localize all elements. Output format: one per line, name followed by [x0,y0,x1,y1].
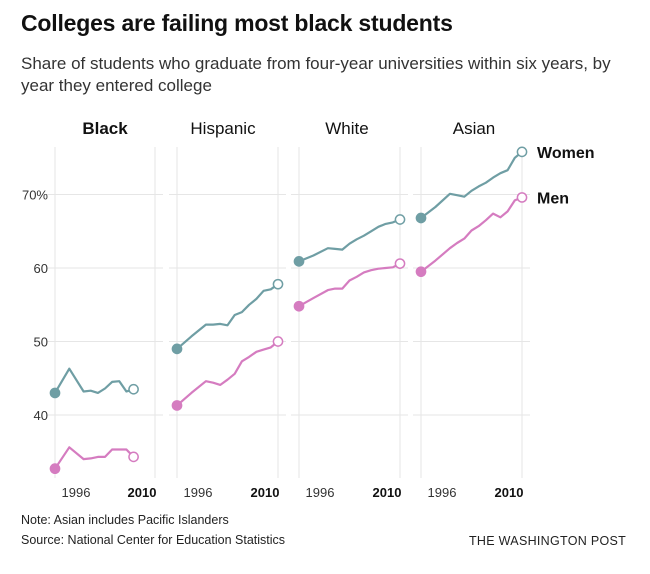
start-point-women [171,343,183,355]
chart-title: Colleges are failing most black students [21,10,453,36]
end-point-men [394,258,406,269]
panel-title-asian: Asian [453,119,496,138]
x-tick-label: 2010 [251,485,280,500]
series-line-white-women [297,218,402,263]
series-line-hispanic-men [175,340,280,407]
end-point-men [128,451,139,463]
legend-label-women: Women [537,145,594,162]
series-line-asian-women [419,150,524,220]
y-tick-label: 70% [22,188,48,203]
gridlines [47,147,530,478]
panel-title-white: White [325,119,368,138]
x-tick-label: 2010 [373,485,402,500]
start-point-women [49,387,61,399]
series-line-asian-men [419,196,524,273]
x-tick-label: 2010 [495,485,524,500]
x-tick-label: 2010 [128,485,157,500]
start-point-men [49,463,61,475]
y-tick-label: 50 [34,335,48,350]
x-tick-label: 1996 [184,485,213,500]
y-tick-label: 40 [34,408,48,423]
start-point-women [415,212,427,224]
series-line-hispanic-women [175,283,280,350]
end-point-men [516,192,528,203]
end-point-women [394,214,406,225]
chart-subtitle: Share of students who graduate from four… [21,54,611,95]
start-point-women [293,256,305,267]
series-line-white-men [297,262,402,308]
end-point-women [128,383,139,395]
series-line-black-men [53,446,135,470]
x-tick-label: 1996 [428,485,457,500]
end-point-women [272,278,284,290]
series-line-black-women [53,367,135,394]
chart-source: Source: National Center for Education St… [21,533,286,547]
end-point-men [272,336,284,347]
start-point-men [171,400,183,411]
publisher-credit: THE WASHINGTON POST [469,534,627,548]
start-point-men [415,266,427,278]
y-tick-label: 60 [34,261,48,276]
panel-title-black: Black [82,119,128,138]
chart-note: Note: Asian includes Pacific Islanders [21,513,229,527]
end-point-women [516,146,528,158]
x-tick-label: 1996 [62,485,91,500]
x-tick-label: 1996 [306,485,335,500]
legend-label-men: Men [537,190,569,207]
start-point-men [293,300,305,312]
panel-title-hispanic: Hispanic [190,119,256,138]
